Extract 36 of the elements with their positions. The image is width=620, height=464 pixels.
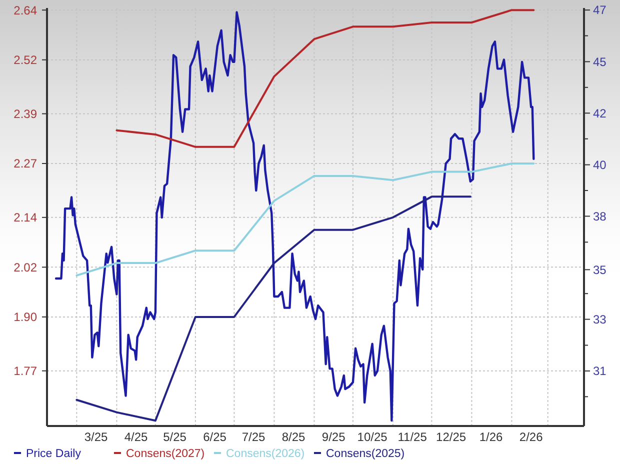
x-tick-label: 3/25	[84, 430, 108, 444]
y-tick-label: 2.39	[14, 106, 38, 121]
x-tick-label: 12/25	[436, 430, 466, 444]
x-tick-label: 10/25	[357, 430, 388, 444]
line-series	[54, 11, 535, 422]
y2-tick-label: 38	[593, 209, 607, 224]
y2-tick-label: 47	[593, 3, 607, 18]
line-series	[116, 9, 535, 148]
y-tick-label: 2.64	[14, 3, 38, 18]
y2-tick-label: 42	[593, 106, 607, 120]
y-tick-label: 1.90	[14, 310, 38, 324]
line-series	[76, 196, 472, 422]
y-tick-label: 1.77	[14, 364, 38, 378]
y-tick-label: 2.14	[14, 210, 38, 225]
y2-tick-label: 35	[593, 262, 607, 277]
x-tick-label: 5/25	[163, 430, 187, 444]
x-tick-label: 7/25	[242, 430, 266, 444]
x-tick-label: 4/25	[124, 430, 148, 444]
x-tick-label: 1/26	[479, 430, 504, 444]
x-tick-label: 9/25	[322, 430, 346, 444]
y2-tick-label: 31	[593, 364, 607, 378]
y-tick-label: 2.27	[14, 156, 38, 171]
legend-label: Consens(2027)	[126, 448, 205, 460]
y2-tick-label: 40	[593, 158, 607, 172]
x-tick-label: 6/25	[203, 430, 227, 444]
line-series	[76, 162, 535, 276]
x-tick-label: 8/25	[282, 430, 306, 444]
y2-tick-label: 33	[593, 312, 607, 326]
legend-label: Consens(2025)	[326, 448, 405, 460]
legend-label: Price Daily	[26, 448, 82, 460]
y-tick-label: 2.02	[14, 260, 38, 274]
legend-label: Consens(2026)	[226, 448, 305, 460]
x-tick-label: 2/26	[519, 430, 544, 444]
x-tick-label: 11/25	[398, 430, 428, 444]
y-tick-label: 2.52	[14, 53, 38, 68]
y2-tick-label: 45	[593, 54, 607, 69]
